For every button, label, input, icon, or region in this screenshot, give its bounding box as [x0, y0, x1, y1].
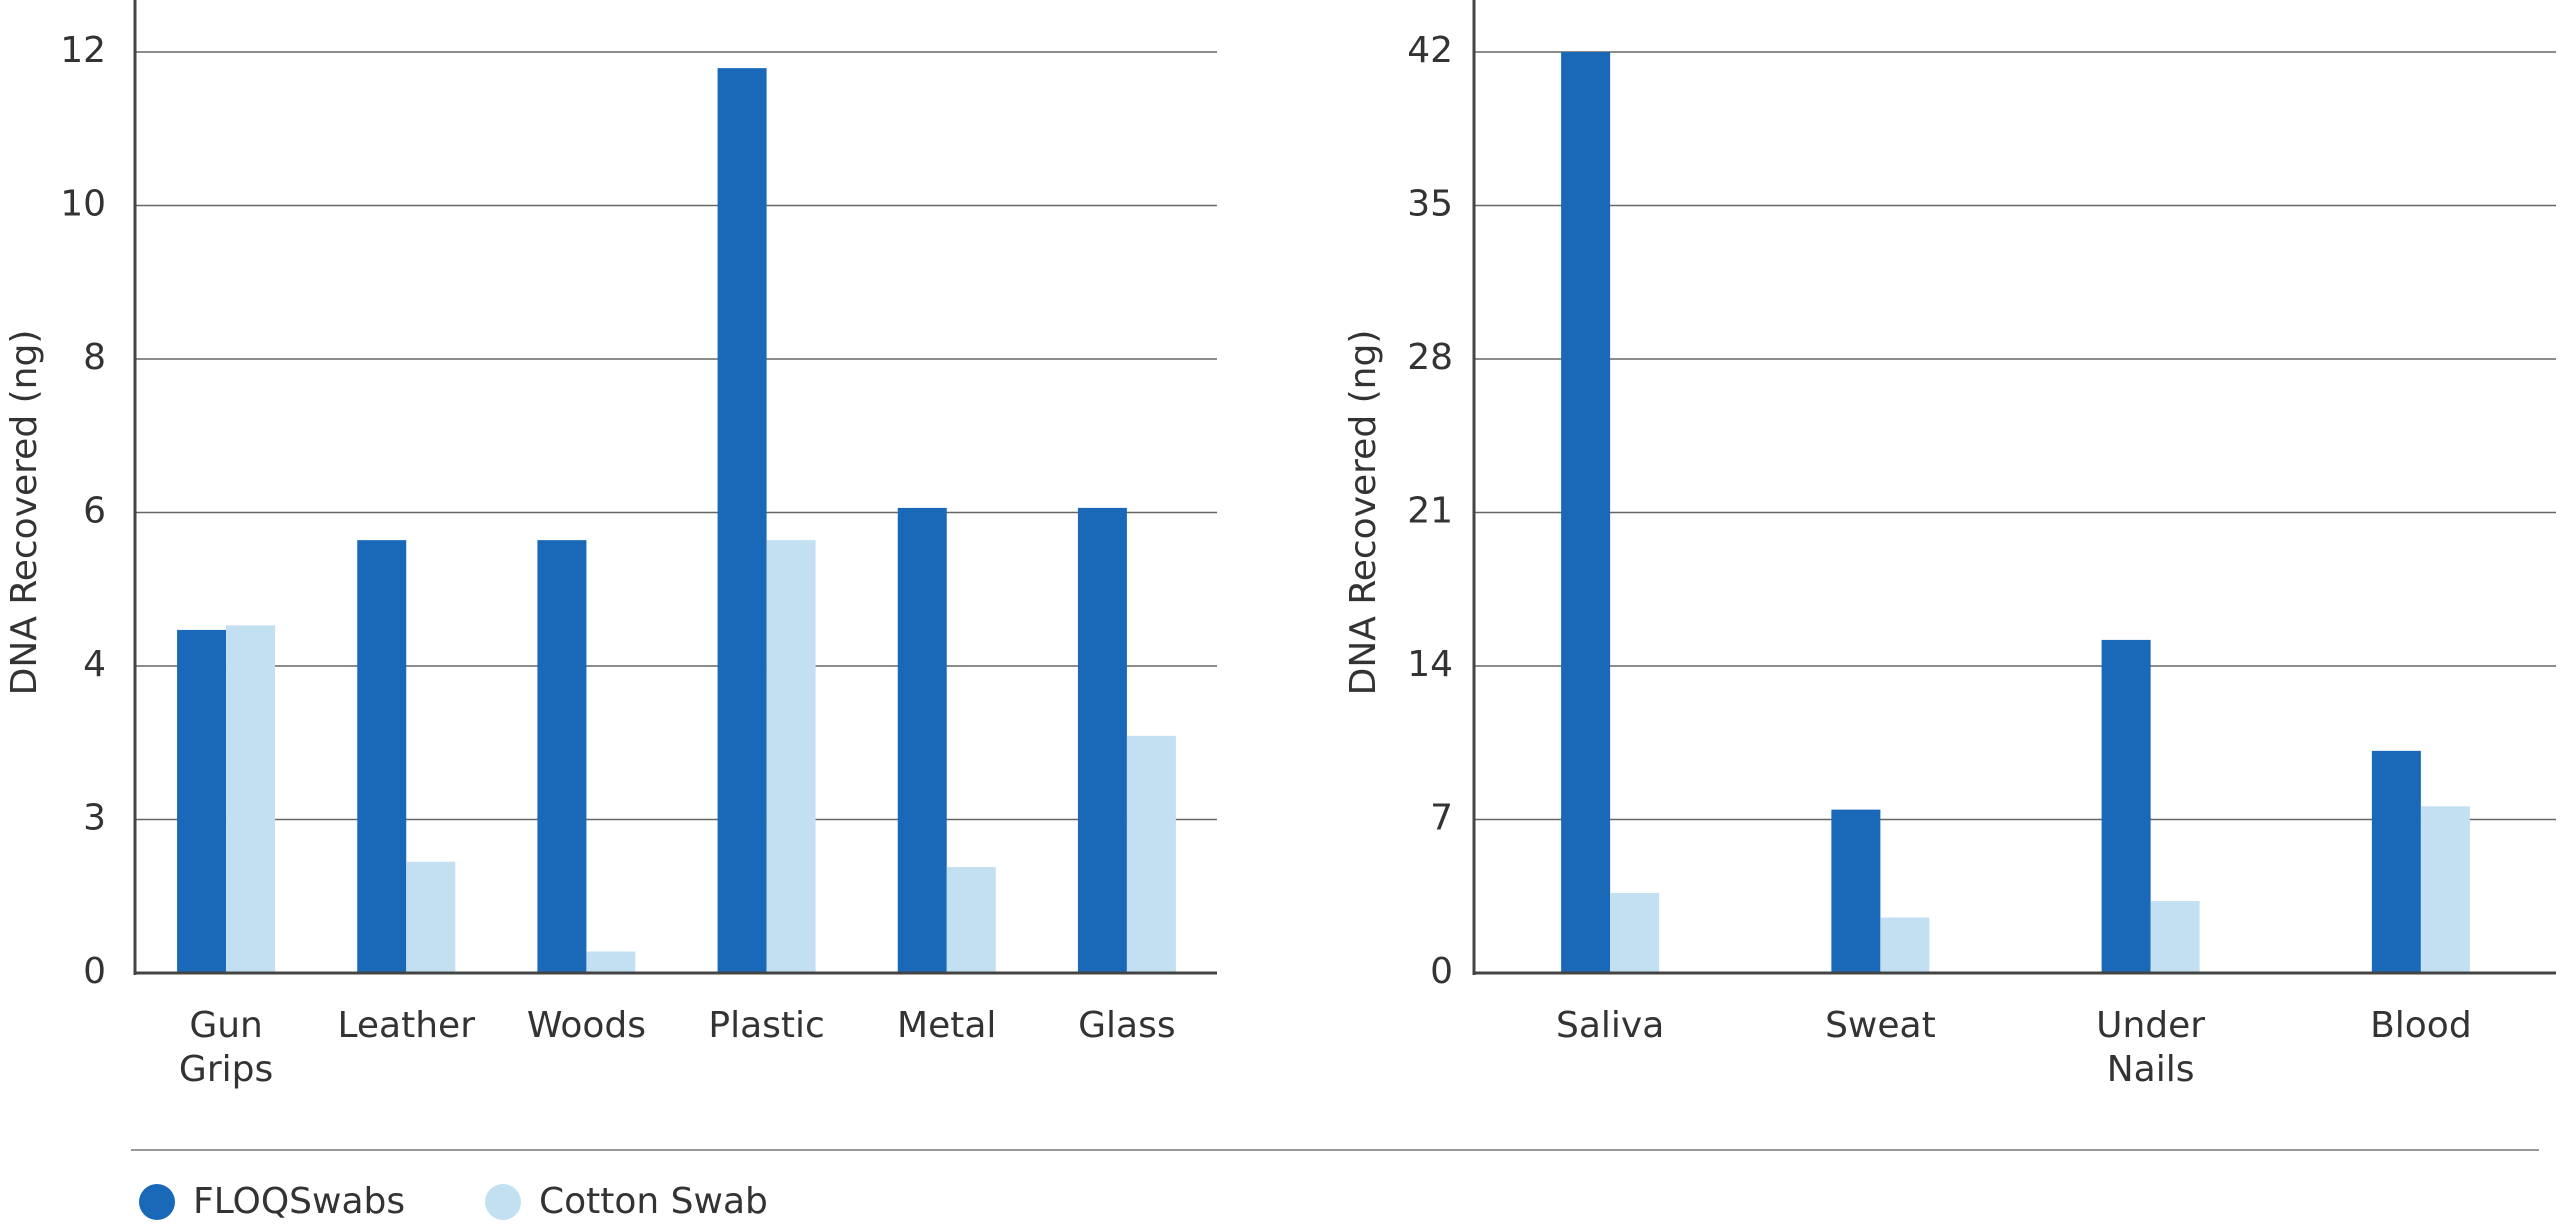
bar [586, 951, 636, 973]
y-tick-label: 7 [1430, 798, 1453, 839]
y-tick-label: 12 [60, 30, 106, 71]
legend-label: FLOQSwabs [193, 1181, 405, 1222]
bar [1077, 507, 1127, 973]
x-tick-label: Saliva [1555, 1005, 1665, 1046]
legend-marker [139, 1184, 175, 1220]
bar [717, 68, 767, 974]
x-tick-label: Leather [337, 1005, 475, 1046]
y-tick-label: 35 [1407, 184, 1453, 225]
y-tick-label: 4 [83, 644, 106, 685]
bar [1831, 809, 1881, 973]
x-tick-label: Under Nails [2096, 1005, 2206, 1090]
bar [2371, 750, 2421, 973]
y-axis-title: DNA Recovered (ng) [1343, 330, 1384, 696]
y-tick-label: 3 [83, 798, 106, 839]
bar [946, 867, 996, 973]
bar [357, 540, 407, 973]
bar [1880, 917, 1930, 973]
bar [1561, 52, 1611, 973]
bar [537, 540, 587, 973]
bar [2150, 901, 2200, 973]
x-tick-label: Gun Grips [178, 1005, 274, 1090]
y-tick-label: 10 [60, 184, 106, 225]
bar [2101, 639, 2151, 973]
y-tick-label: 14 [1407, 644, 1453, 685]
x-tick-label: Woods [526, 1005, 646, 1046]
y-tick-label: 0 [83, 951, 106, 992]
y-tick-label: 6 [83, 491, 106, 532]
bar [897, 507, 947, 973]
bar [766, 540, 816, 973]
x-tick-label: Blood [2370, 1005, 2472, 1046]
y-tick-label: 8 [83, 337, 106, 378]
y-tick-label: 0 [1430, 951, 1453, 992]
y-tick-label: 28 [1407, 337, 1453, 378]
legend-marker [485, 1184, 521, 1220]
x-tick-label: Sweat [1825, 1005, 1936, 1046]
bar [177, 629, 227, 973]
legend-label: Cotton Swab [539, 1181, 768, 1222]
x-tick-label: Metal [897, 1005, 997, 1046]
y-tick-label: 42 [1407, 30, 1453, 71]
bar [1126, 735, 1176, 973]
y-tick-label: 21 [1407, 491, 1453, 532]
bar [226, 625, 276, 973]
y-axis-title: DNA Recovered (ng) [4, 330, 45, 696]
x-tick-label: Glass [1078, 1005, 1176, 1046]
bar [406, 861, 456, 973]
bar [2420, 806, 2470, 973]
bar [1610, 892, 1660, 973]
x-tick-label: Plastic [708, 1005, 825, 1046]
